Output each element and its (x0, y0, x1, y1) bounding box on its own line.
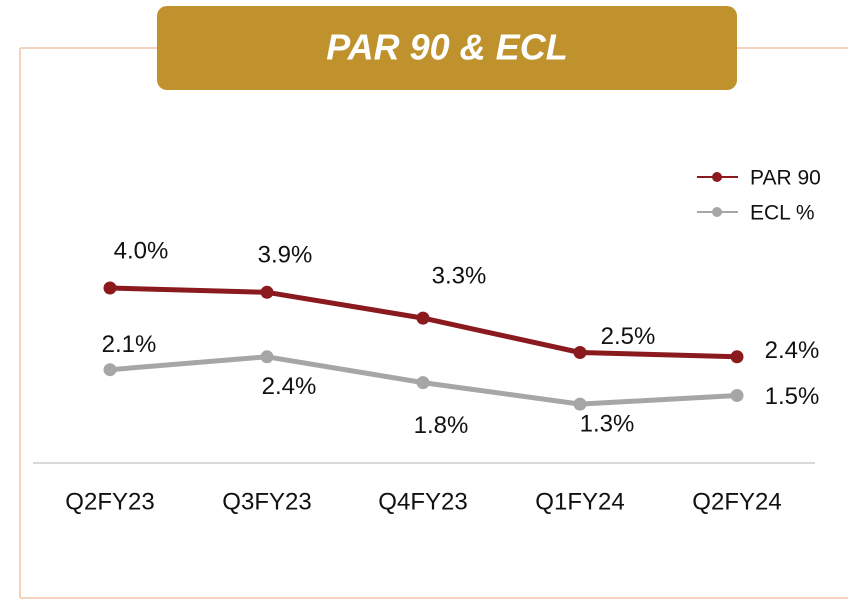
point (573, 346, 587, 359)
data-label: 3.9% (258, 242, 313, 269)
x-tick-label: Q2FY24 (692, 488, 781, 515)
legend-label: ECL % (750, 202, 815, 225)
data-label: 2.4% (262, 373, 317, 400)
point (260, 350, 274, 364)
data-label: 1.3% (580, 410, 635, 437)
data-label: 2.1% (102, 331, 157, 358)
x-tick-label: Q4FY23 (378, 488, 467, 515)
data-label: 2.5% (601, 323, 656, 350)
data-label: 1.8% (414, 412, 469, 439)
point (730, 389, 744, 402)
point (416, 376, 430, 390)
legend-label: PAR 90 (750, 167, 821, 190)
title-box (157, 6, 737, 90)
data-label: 2.4% (765, 337, 820, 364)
data-label: 3.3% (432, 262, 487, 289)
x-tick-label: Q2FY23 (65, 488, 154, 515)
point (260, 285, 274, 299)
point (416, 311, 430, 325)
x-tick-label: Q1FY24 (535, 488, 624, 515)
data-label: 1.5% (765, 383, 820, 410)
chart-title: PAR 90 & ECL (326, 27, 567, 68)
point (573, 397, 587, 411)
x-tick-label: Q3FY23 (222, 488, 311, 515)
data-label: 4.0% (114, 237, 169, 264)
point (103, 363, 117, 377)
point (103, 281, 117, 295)
point (730, 350, 744, 364)
legend-marker (712, 207, 722, 217)
legend-marker (712, 172, 722, 182)
